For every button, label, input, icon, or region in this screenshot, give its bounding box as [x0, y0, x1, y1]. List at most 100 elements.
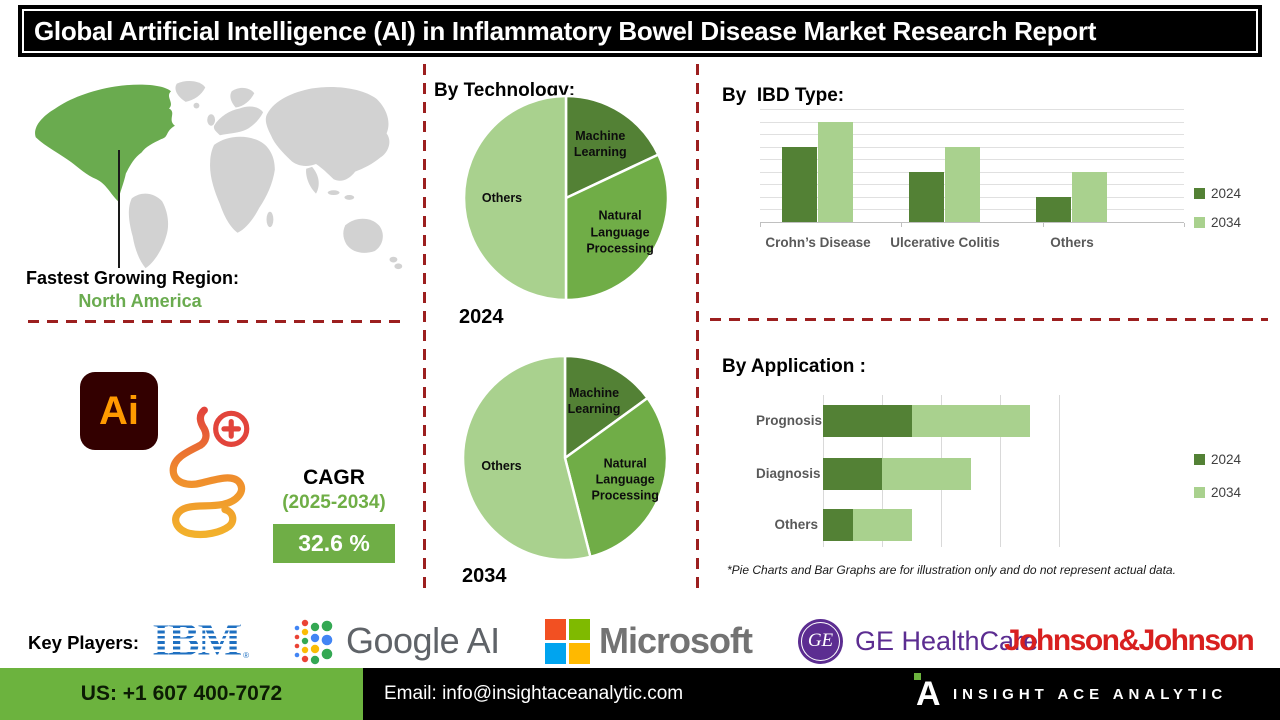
- pie-slice: [564, 94, 660, 200]
- ge-healthcare-logo-text: GE HealthCare: [855, 625, 1039, 656]
- microsoft-logo: Microsoft: [545, 616, 753, 666]
- indonesia-1: [327, 190, 340, 196]
- bar-segment: [852, 509, 912, 541]
- tick-v: [1043, 223, 1044, 227]
- cagr-value-box: 32.6 %: [273, 524, 395, 563]
- ibm-logo: IBM ®: [152, 617, 249, 664]
- gridline-h: [760, 121, 1184, 123]
- cagr-value: 32.6 %: [298, 530, 370, 556]
- new-zealand-2: [394, 263, 403, 270]
- axis-x: [760, 222, 1184, 223]
- legend-swatch: [1194, 188, 1205, 199]
- phone-number: US: +1 607 400-7072: [80, 682, 283, 705]
- bar: [1036, 196, 1071, 222]
- category-label: Others: [1050, 235, 1094, 250]
- email-address: Email: info@insightaceanalytic.com: [384, 683, 684, 704]
- greenland: [175, 80, 206, 102]
- ge-monogram-text: GE: [807, 630, 834, 651]
- legend-ibd-type: 2024 2034: [1194, 186, 1241, 230]
- divider-right: [710, 318, 1268, 321]
- report-title: Global Artificial Intelligence (AI) in I…: [34, 16, 1097, 46]
- australia: [343, 218, 383, 253]
- gridline-h: [760, 109, 1184, 110]
- north-america-region: [35, 84, 175, 202]
- bar-segment: [882, 458, 971, 490]
- iceland: [193, 102, 200, 109]
- legend-item: 2024: [1194, 186, 1241, 201]
- category-label: Diagnosis: [756, 466, 821, 481]
- category-label: Crohn’s Disease: [765, 235, 871, 250]
- brand-name: INSIGHT ACE ANALYTIC: [953, 685, 1228, 703]
- bar: [1072, 171, 1107, 222]
- ibm-logo-stripes: [152, 620, 240, 662]
- cagr-period: (2025-2034): [282, 492, 386, 513]
- tick-v: [760, 223, 761, 227]
- phone-box: US: +1 607 400-7072: [0, 668, 363, 720]
- microsoft-squares-icon: [545, 618, 590, 664]
- bar: [782, 146, 817, 222]
- intestine-icon: [169, 406, 250, 539]
- divider-vertical-2: [696, 64, 699, 592]
- legend-item: 2034: [1194, 485, 1241, 500]
- legend-swatch: [1194, 454, 1205, 465]
- legend-item: 2034: [1194, 215, 1241, 230]
- key-players-label: Key Players:: [28, 632, 140, 653]
- map-pointer-line: [118, 150, 120, 268]
- pie-slice-label: Natural Language Processing: [591, 456, 659, 503]
- bar-segment: [823, 509, 853, 541]
- pie-year-2034: 2034: [462, 565, 507, 587]
- google-ai-logo-text: Google AI: [346, 620, 500, 661]
- bar-segment: [823, 405, 912, 437]
- google-ai-logo: Google AI: [292, 616, 500, 666]
- pie-slice: [563, 354, 649, 460]
- bar-chart-ibd-type: Crohn’s Disease Ulcerative Colitis Others: [760, 109, 1185, 250]
- new-zealand-1: [389, 256, 398, 263]
- asia: [265, 86, 390, 181]
- tick-v: [1184, 223, 1185, 227]
- divider-left: [28, 320, 400, 323]
- bar: [945, 146, 980, 222]
- legend-label: 2034: [1211, 485, 1242, 500]
- ibm-registered-mark: ®: [243, 651, 249, 660]
- fastest-region-label: Fastest Growing Region:: [26, 268, 240, 288]
- bar-chart-application: Prognosis Diagnosis Others: [756, 395, 1216, 555]
- south-america: [128, 193, 169, 269]
- scandinavia: [230, 87, 255, 108]
- pie-slice: [461, 354, 592, 562]
- africa: [210, 136, 275, 233]
- pie-chart-technology-2024: Machine Learning Natural Language Process…: [460, 92, 672, 304]
- medical-cross-icon: [221, 419, 242, 439]
- cagr-label: CAGR: [303, 466, 365, 489]
- map-continents: [128, 80, 403, 270]
- heading-by-ibd-type: By IBD Type:: [722, 84, 845, 106]
- gridline-v: [1059, 395, 1060, 547]
- divider-vertical-1: [423, 64, 426, 592]
- pie-slice: [564, 153, 670, 302]
- bar: [909, 171, 944, 222]
- legend-swatch: [1194, 487, 1205, 498]
- insight-ace-logo-icon: A: [914, 673, 941, 713]
- legend-label: 2024: [1211, 186, 1242, 201]
- footer-bar: US: +1 607 400-7072 Email: info@insighta…: [0, 668, 1280, 720]
- google-ai-dots-icon: [294, 619, 333, 665]
- pie-chart-technology-2034: Machine Learning Natural Language Process…: [459, 352, 671, 564]
- ge-monogram-icon: GE: [798, 618, 843, 664]
- pie-year-2024: 2024: [459, 306, 504, 328]
- legend-label: 2024: [1211, 452, 1242, 467]
- ai-logo-text: Ai: [99, 388, 139, 433]
- europe: [213, 106, 264, 136]
- india: [306, 166, 319, 194]
- bar: [818, 121, 853, 222]
- bar-segment: [823, 458, 882, 490]
- fastest-region-value: North America: [78, 291, 202, 311]
- tick-v: [901, 223, 902, 227]
- category-label: Prognosis: [756, 413, 823, 428]
- pie-slice: [462, 94, 568, 302]
- gridline-h: [760, 134, 1184, 136]
- bar-segment: [911, 405, 1030, 437]
- uk: [207, 114, 216, 126]
- legend-label: 2034: [1211, 215, 1242, 230]
- madagascar: [266, 211, 274, 228]
- category-label: Others: [774, 517, 818, 532]
